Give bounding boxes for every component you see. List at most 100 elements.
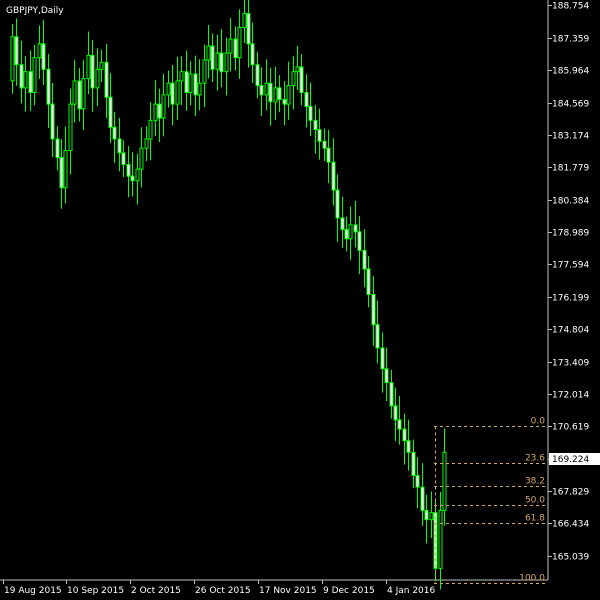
candle [313, 104, 318, 154]
candle-body [264, 82, 269, 96]
candle [415, 457, 420, 509]
price-tick-label: 176.199 [552, 294, 589, 304]
price-tick-label: 177.594 [552, 261, 589, 271]
candle-body [144, 138, 149, 149]
candle-body [282, 98, 287, 105]
candle-body [197, 82, 202, 96]
plot-frame [0, 0, 549, 581]
candle-body [179, 71, 184, 82]
candle-body [170, 82, 175, 105]
candle-body [104, 61, 109, 98]
candle [10, 24, 15, 94]
candle [299, 54, 304, 106]
candle [184, 50, 189, 111]
candle-body [68, 103, 73, 152]
candle [59, 139, 64, 209]
price-tick-label: 181.779 [552, 164, 589, 174]
candle [139, 127, 144, 188]
candle [362, 229, 367, 288]
candle-body [206, 45, 211, 61]
candle [340, 196, 345, 248]
candle-body [50, 103, 55, 140]
time-tick-label: 26 Oct 2015 [195, 586, 251, 596]
candle-body [348, 224, 353, 240]
candle-body [344, 228, 349, 240]
candle [224, 37, 229, 96]
candle [389, 369, 394, 419]
candle [197, 59, 202, 111]
price-tick-label: 178.989 [552, 229, 589, 239]
candle-body [233, 38, 238, 59]
candle-body [130, 175, 135, 182]
candle-body [273, 87, 278, 103]
candle-body [393, 405, 398, 421]
candle-body [397, 419, 402, 430]
candle [375, 300, 380, 364]
candle [411, 439, 416, 489]
candle [304, 74, 309, 128]
candle-body [117, 138, 122, 154]
price-tick-label: 170.619 [552, 423, 589, 433]
candle-body [429, 512, 434, 521]
candle [264, 59, 269, 111]
candle [393, 387, 398, 441]
candle-body [153, 103, 158, 121]
time-axis: 19 Aug 2015 10 Sep 2015 2 Oct 2015 26 Oct 2… [3, 580, 435, 596]
candle [429, 491, 434, 538]
fib-level-label: 0.0 [531, 417, 546, 427]
candle-body [322, 140, 327, 149]
candle-body [139, 147, 144, 170]
candle-body [202, 59, 207, 84]
candle [406, 419, 411, 471]
candle-body [175, 80, 180, 105]
fib-level-label: 61.8 [525, 514, 545, 524]
current-price-label: 169.224 [552, 455, 589, 465]
price-tick-label: 187.359 [552, 35, 589, 45]
price-tick-label: 174.804 [552, 326, 589, 336]
candle [188, 61, 193, 106]
candle [202, 44, 207, 108]
candle [242, 0, 247, 44]
candle-body [304, 92, 309, 107]
candle [28, 50, 33, 111]
candle-body [228, 38, 233, 54]
candle [112, 111, 117, 163]
candle [259, 67, 264, 116]
candle [46, 53, 51, 129]
candle-body [268, 82, 273, 103]
candle-body [46, 68, 51, 105]
candle [117, 117, 122, 172]
candle-body [371, 293, 376, 326]
candle [55, 126, 60, 171]
candle [104, 44, 109, 119]
candle [99, 49, 104, 83]
candle-body [424, 509, 429, 521]
price-tick-label: 184.569 [552, 100, 589, 110]
candle-body [250, 43, 255, 66]
candle [215, 34, 220, 91]
candle-body [215, 52, 220, 70]
candle-body [210, 45, 215, 70]
candle [121, 140, 126, 178]
time-tick-label: 9 Dec 2015 [323, 586, 375, 596]
candle [255, 51, 260, 99]
candle [130, 152, 135, 197]
time-tick-label: 2 Oct 2015 [131, 586, 181, 596]
candle [86, 31, 91, 95]
candle [353, 200, 358, 248]
candle-body [166, 82, 171, 96]
time-tick-label: 19 Aug 2015 [4, 586, 62, 596]
candle [250, 22, 255, 84]
candle [308, 82, 313, 136]
candle-body [188, 73, 193, 94]
candle [161, 73, 166, 137]
candle [233, 26, 238, 71]
time-tick-label: 4 Jan 2016 [387, 586, 435, 596]
fib-level-label: 23.6 [525, 454, 545, 464]
candle-body [402, 428, 407, 442]
candle-body [157, 103, 162, 119]
candle-body [63, 150, 68, 189]
symbol-label: GBPJPY,Daily [6, 6, 64, 16]
fibonacci-retracement[interactable]: 0.0 23.6 38.2 50.0 61.8 100.0 [434, 417, 546, 584]
candle [72, 59, 77, 123]
